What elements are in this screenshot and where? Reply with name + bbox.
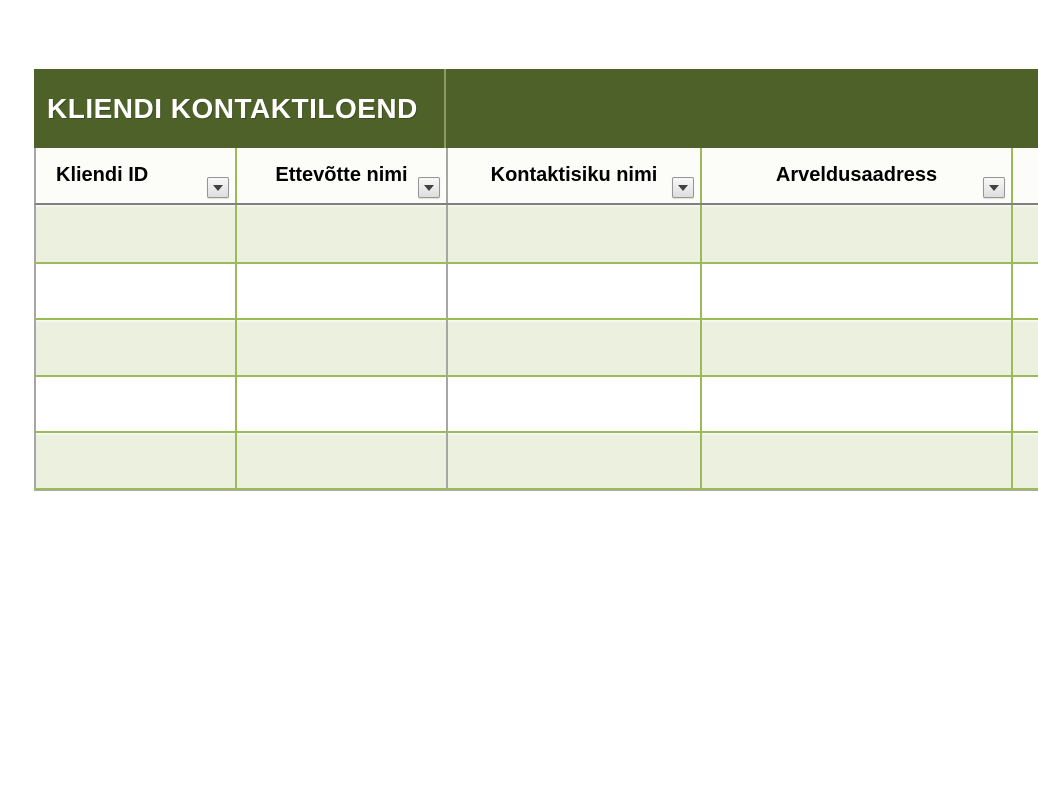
table-cell[interactable] xyxy=(235,263,446,319)
filter-button-arveldusaadress[interactable] xyxy=(983,177,1005,198)
table-row xyxy=(34,261,1038,319)
filter-button-kontaktisiku-nimi[interactable] xyxy=(672,177,694,198)
table-cell[interactable] xyxy=(700,320,1011,375)
table-cell[interactable] xyxy=(1011,320,1038,375)
table-row xyxy=(34,318,1038,375)
chevron-down-icon xyxy=(989,184,999,191)
table-cell[interactable] xyxy=(1011,205,1038,262)
table-row xyxy=(34,431,1038,488)
chevron-down-icon xyxy=(213,184,223,191)
column-header-label: Arveldusaadress xyxy=(775,164,938,186)
table-cell[interactable] xyxy=(446,433,700,488)
table-cell[interactable] xyxy=(1011,376,1038,432)
column-header-kontaktisiku-nimi: Kontaktisiku nimi xyxy=(446,148,700,203)
table-cell[interactable] xyxy=(446,263,700,319)
table-cell[interactable] xyxy=(235,320,446,375)
column-header-label: Kontaktisiku nimi xyxy=(490,164,658,186)
data-grid xyxy=(34,205,1038,490)
table-cell[interactable] xyxy=(1011,433,1038,488)
column-header-label: Kliendi ID xyxy=(56,164,149,186)
filter-button-ettevotte-nimi[interactable] xyxy=(418,177,440,198)
table-cell[interactable] xyxy=(235,433,446,488)
table-cell[interactable] xyxy=(446,376,700,432)
column-header-label: Ettevõtte nimi xyxy=(275,164,408,186)
table-row xyxy=(34,205,1038,262)
filter-button-kliendi-id[interactable] xyxy=(207,177,229,198)
column-header-row: Kliendi ID Ettevõtte nimi Kontaktisiku n… xyxy=(34,148,1038,205)
page-title: KLIENDI KONTAKTILOEND xyxy=(47,92,418,124)
column-header-arveldusaadress: Arveldusaadress xyxy=(700,148,1011,203)
customer-contact-list-sheet: KLIENDI KONTAKTILOEND Kliendi ID Ettevõt… xyxy=(34,69,1038,490)
table-cell[interactable] xyxy=(700,263,1011,319)
table-cell[interactable] xyxy=(446,205,700,262)
chevron-down-icon xyxy=(678,184,688,191)
table-row xyxy=(34,374,1038,432)
table-cell[interactable] xyxy=(446,320,700,375)
table-cell[interactable] xyxy=(235,205,446,262)
table-cell[interactable] xyxy=(1011,263,1038,319)
chevron-down-icon xyxy=(424,184,434,191)
table-cell[interactable] xyxy=(235,376,446,432)
table-cell[interactable] xyxy=(36,433,235,488)
table-cell[interactable] xyxy=(700,205,1011,262)
table-cell[interactable] xyxy=(36,320,235,375)
table-cell[interactable] xyxy=(36,264,235,319)
title-band: KLIENDI KONTAKTILOEND xyxy=(34,69,1038,148)
column-header-ettevotte-nimi: Ettevõtte nimi xyxy=(235,148,446,203)
table-cell[interactable] xyxy=(36,377,235,432)
column-header-partial xyxy=(1011,148,1038,203)
table-cell[interactable] xyxy=(700,376,1011,432)
table-cell[interactable] xyxy=(700,433,1011,488)
table-cell[interactable] xyxy=(36,205,235,262)
column-header-kliendi-id: Kliendi ID xyxy=(36,148,235,203)
title-cell: KLIENDI KONTAKTILOEND xyxy=(34,69,446,148)
title-band-filler xyxy=(446,69,1038,148)
